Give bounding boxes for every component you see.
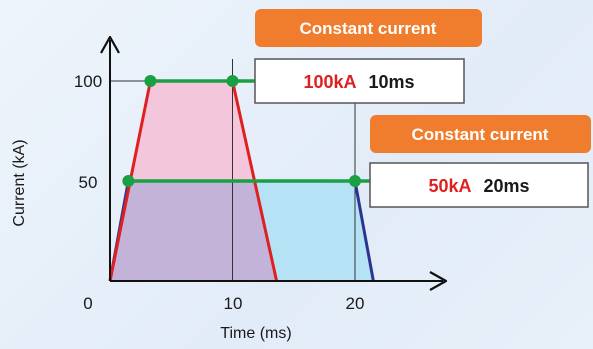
x-tick-20: 20 <box>346 294 365 313</box>
plateau-marker-50ka-end <box>349 175 361 187</box>
y-tick-50: 50 <box>79 173 98 192</box>
area-fills <box>110 81 374 281</box>
annotation-100ka: Constant current 100kA 10ms <box>254 9 482 104</box>
current-value: 100kA <box>303 72 356 92</box>
x-axis-arrowhead <box>429 271 448 291</box>
value-box <box>254 58 465 104</box>
duration-value: 20ms <box>483 176 529 196</box>
constant-current-badge-label: Constant current <box>300 19 437 38</box>
plateau-markers <box>122 75 361 187</box>
tick-labels: 100 50 0 10 20 <box>74 72 365 313</box>
constant-current-badge <box>370 115 591 153</box>
area-fill-overlap <box>110 181 277 281</box>
y-axis-arrowhead <box>100 35 120 54</box>
duration-value: 10ms <box>369 72 415 92</box>
x-tick-10: 10 <box>224 294 243 313</box>
value-box-text: 100kA 10ms <box>303 72 414 92</box>
x-axis-title: Time (ms) <box>220 325 291 342</box>
constant-current-badge <box>255 9 482 47</box>
plateau-marker-100ka-end <box>226 75 239 87</box>
value-box <box>369 162 589 208</box>
annotation-50ka: Constant current 50kA 20ms <box>369 115 591 208</box>
x-tick-0: 0 <box>83 294 92 313</box>
plateau-marker-50ka-start <box>122 175 135 187</box>
y-axis-title: Current (kA) <box>11 139 28 226</box>
fall-line-50ka <box>353 180 375 282</box>
constant-current-badge-label: Constant current <box>412 125 549 144</box>
value-box-text: 50kA 20ms <box>428 176 529 196</box>
axes <box>100 35 448 291</box>
plateau-marker-100ka-start <box>144 75 157 87</box>
current-value: 50kA <box>428 176 471 196</box>
y-tick-100: 100 <box>74 72 102 91</box>
